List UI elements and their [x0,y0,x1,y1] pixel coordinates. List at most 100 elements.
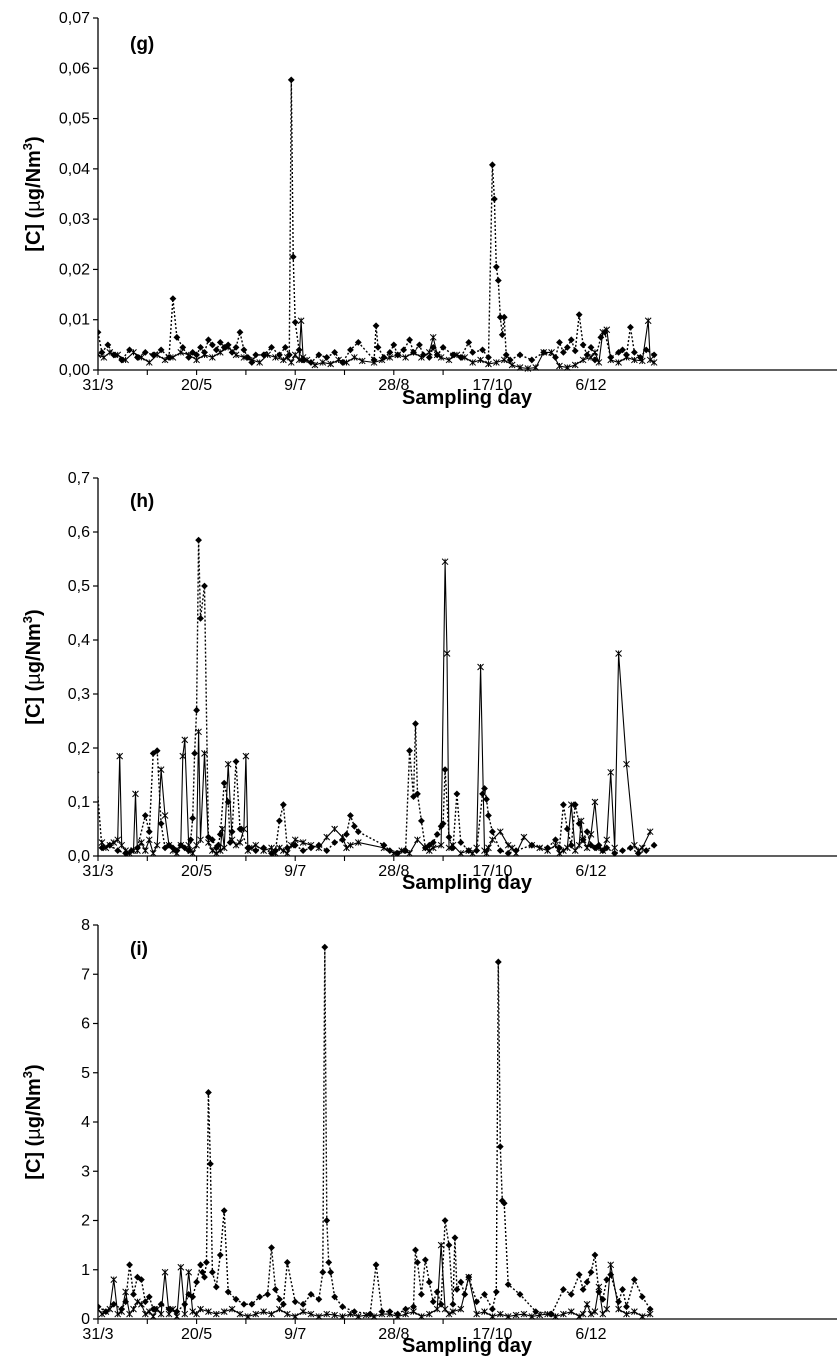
star-point [201,750,208,757]
y-axis-title-mu: µ [23,1128,45,1140]
star-point [339,1313,346,1320]
diamond-point [185,1290,193,1298]
star-point [331,825,338,833]
diamond-point [627,323,634,331]
star-point [560,1310,567,1318]
star-point [157,766,165,773]
star-point [297,317,305,325]
star-point [224,760,232,768]
star-point [485,844,492,852]
star-point [587,831,595,838]
star-point [644,317,652,325]
star-point [138,1300,145,1308]
star-point [410,1308,417,1315]
star-point [563,364,571,371]
x-tick-label: 20/5 [181,863,212,880]
star-point [418,1313,425,1320]
star-point [260,1308,268,1315]
star-point [607,356,615,364]
diamond-point [268,343,275,351]
diamond-point [208,836,216,844]
diamond-point [528,356,536,364]
star-point [445,356,453,364]
diamond-point [583,351,591,359]
star-point [445,844,453,852]
diamond-point [650,351,658,359]
star-point [465,847,473,854]
star-point [276,1305,283,1313]
diamond-point [252,351,260,359]
star-point [224,344,232,351]
star-point [398,847,406,854]
star-point [299,1308,307,1315]
star-point [130,1305,137,1313]
star-point [347,841,354,849]
star-point [516,364,524,371]
star-point [504,1313,512,1320]
diamond-point [418,817,425,825]
star-point [205,1308,212,1315]
star-point [106,349,114,356]
diamond-point [496,313,504,321]
diamond-point [145,828,153,836]
star-point [276,844,283,852]
star-point [236,1310,244,1318]
star-point [179,752,187,760]
star-point [394,351,402,359]
star-point [252,1310,260,1318]
star-point [242,752,250,760]
star-point [591,798,599,806]
diamond-point [197,1261,204,1269]
x-axis-title: Sampling day [402,1335,533,1357]
star-point [98,1305,102,1313]
star-point [315,1313,323,1320]
diamond-point [479,790,486,798]
diamond-point [323,1217,331,1224]
star-point [291,1313,299,1320]
star-point [563,844,571,852]
chart-h: 0,0 0,1 0,2 0,3 0,4 0,5 0,6 0,7 31/3 20/5 9/7 28/8 1… [20,470,837,894]
star-point [615,359,622,366]
star-point [410,349,417,356]
diamond-point [492,1288,500,1296]
star-point [556,362,563,370]
star-point [370,1313,378,1320]
diamond-point [193,706,200,714]
diamond-point [291,1298,299,1306]
star-point [323,1310,331,1318]
star-point [429,844,437,852]
diamond-point [611,849,619,857]
star-point [595,1283,603,1291]
star-point [149,1313,157,1320]
diamond-point [331,839,339,846]
series-dotted-line [98,947,651,1315]
x-tick-label: 17/10 [472,1326,512,1343]
star-point [299,354,307,361]
x-tick-label: 28/8 [378,1326,409,1343]
star-point [571,847,579,854]
star-point [567,1308,575,1315]
star-point [291,836,299,844]
star-point [165,1310,173,1318]
diamond-point [354,828,362,836]
star-point [287,359,295,366]
diamond-point [485,812,492,819]
star-point [132,790,139,798]
diamond-point [347,812,354,819]
star-point [552,1313,559,1320]
x-tick-label: 31/3 [82,1326,113,1343]
star-point [102,844,110,852]
y-tick-label: 2 [81,1213,90,1230]
star-point [414,836,421,844]
star-point [504,841,512,849]
x-tick-label: 31/3 [82,377,113,394]
star-point [615,1305,622,1313]
diamond-point [579,1286,587,1293]
diamond-point [201,582,208,590]
star-point [122,847,129,854]
star-point [118,841,126,849]
star-point [149,849,157,857]
diamond-point [279,1300,287,1308]
diamond-point [630,349,638,356]
star-point [165,841,173,849]
